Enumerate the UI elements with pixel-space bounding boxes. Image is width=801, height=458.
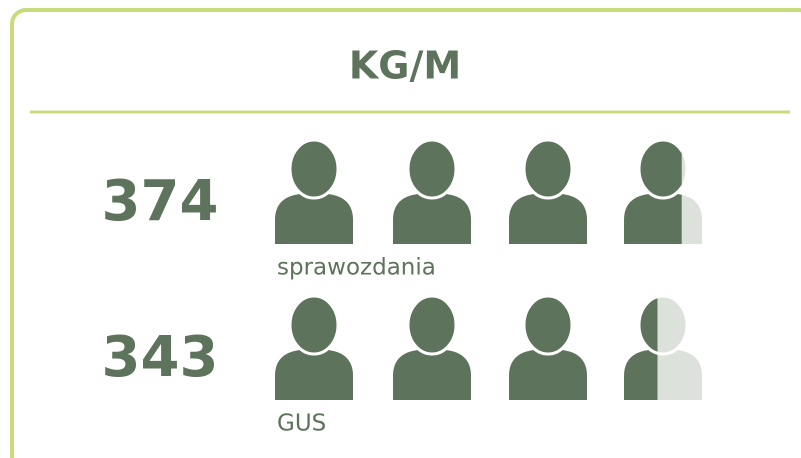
icon-part bbox=[509, 294, 587, 400]
icon-body bbox=[624, 194, 682, 244]
icon-part bbox=[275, 294, 353, 400]
icon-body bbox=[509, 350, 587, 400]
icon bbox=[393, 294, 471, 400]
icon-body bbox=[509, 194, 587, 244]
icon-part bbox=[393, 138, 471, 244]
icon bbox=[624, 294, 702, 400]
icon-part bbox=[624, 295, 658, 400]
icon-body bbox=[624, 350, 658, 400]
icon-head bbox=[637, 138, 682, 200]
icon bbox=[275, 138, 353, 244]
icon-part bbox=[275, 138, 353, 244]
icon bbox=[624, 138, 702, 244]
pictogram-row bbox=[275, 294, 702, 400]
icon-body bbox=[393, 350, 471, 400]
icon-head bbox=[522, 138, 574, 200]
icon-head bbox=[522, 294, 574, 356]
icon-head bbox=[288, 138, 340, 200]
icon-head bbox=[637, 295, 658, 355]
icon-head bbox=[406, 294, 458, 356]
icon-part bbox=[624, 138, 682, 244]
icon-body bbox=[275, 194, 353, 244]
icon bbox=[275, 294, 353, 400]
value-label: 374 bbox=[102, 169, 219, 234]
icon-head bbox=[288, 294, 340, 356]
icon bbox=[509, 294, 587, 400]
category-label: GUS bbox=[277, 411, 326, 437]
chart-title: KG/M bbox=[349, 44, 461, 88]
category-label: sprawozdania bbox=[277, 255, 436, 281]
value-label: 343 bbox=[102, 325, 219, 390]
pictogram-row bbox=[275, 138, 702, 244]
icon-head bbox=[406, 138, 458, 200]
icon bbox=[393, 138, 471, 244]
icon-body bbox=[393, 194, 471, 244]
icon-part bbox=[393, 294, 471, 400]
icon-part bbox=[509, 138, 587, 244]
icon bbox=[509, 138, 587, 244]
icon-body bbox=[275, 350, 353, 400]
